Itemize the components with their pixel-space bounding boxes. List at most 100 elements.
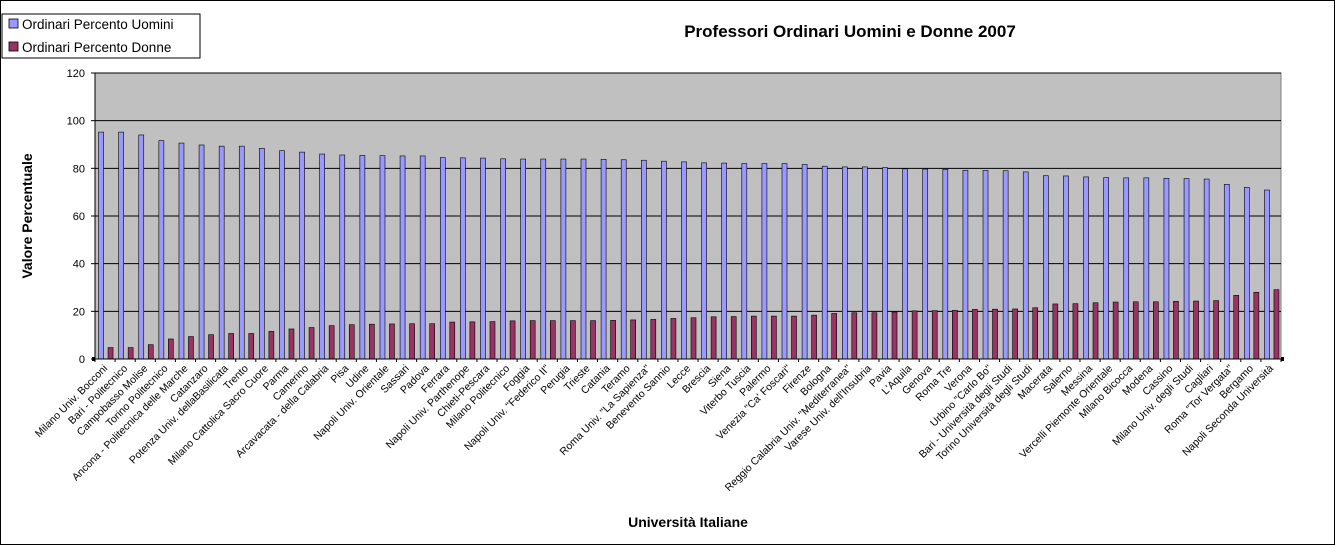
bar-uomini: [460, 157, 466, 360]
bar-uomini: [902, 168, 908, 360]
bar-uomini: [661, 160, 667, 360]
bar-uomini: [821, 165, 828, 360]
bar-uomini: [480, 157, 486, 360]
bar-donne: [972, 309, 978, 360]
bar-donne: [1012, 308, 1018, 360]
bar-donne: [811, 314, 817, 360]
bar-donne: [690, 317, 697, 360]
bar-uomini: [178, 142, 185, 360]
bar-uomini: [922, 168, 929, 360]
legend-swatch-uomini: [8, 18, 19, 29]
bar-donne: [509, 320, 516, 360]
bar-uomini: [299, 151, 305, 360]
legend-label-uomini: Ordinari Percento Uomini: [22, 17, 174, 32]
bar-donne: [590, 320, 596, 360]
bar-uomini: [1143, 177, 1150, 360]
bar-donne: [831, 313, 838, 360]
bar-donne: [1092, 302, 1099, 360]
bar-donne: [771, 315, 777, 360]
bar-uomini: [842, 166, 848, 360]
bar-donne: [389, 323, 395, 360]
y-tick-label: 100: [67, 116, 85, 128]
bar-uomini: [520, 158, 526, 360]
bar-uomini: [721, 162, 728, 360]
bar-donne: [469, 321, 476, 360]
bar-uomini: [1163, 178, 1170, 360]
bar-uomini: [1264, 189, 1270, 360]
y-tick-label: 20: [73, 306, 85, 318]
bar-donne: [1173, 301, 1179, 360]
bar-donne: [710, 316, 717, 360]
bar-uomini: [701, 162, 707, 360]
bar-uomini: [1223, 184, 1230, 360]
bar-uomini: [761, 163, 768, 360]
bar-donne: [188, 336, 194, 360]
legend: Ordinari Percento Uomini Ordinari Percen…: [1, 13, 201, 59]
bar-uomini: [1203, 178, 1210, 360]
bar-donne: [911, 310, 918, 360]
y-tick-label: 60: [73, 211, 85, 223]
y-tick-label: 40: [73, 259, 85, 271]
y-axis-title: Valore Percentuale: [19, 153, 35, 279]
bar-uomini: [580, 158, 587, 360]
axes: [91, 72, 1284, 362]
bar-donne: [168, 338, 174, 360]
axis-end-marker: [92, 357, 95, 361]
bar-uomini: [781, 163, 788, 360]
bar-donne: [328, 325, 335, 360]
bar-donne: [409, 323, 415, 360]
bar-uomini: [279, 150, 285, 360]
bar-donne: [1193, 300, 1199, 360]
bar-donne: [751, 315, 757, 360]
bar-donne: [208, 334, 214, 360]
bar-donne: [268, 331, 275, 360]
bar-donne: [228, 333, 234, 360]
bar-uomini: [681, 161, 687, 360]
bar-donne: [348, 324, 355, 360]
bar-donne: [851, 312, 858, 360]
bar-donne: [952, 310, 958, 360]
bar-donne: [127, 347, 134, 360]
bar-uomini: [1002, 170, 1009, 360]
bar-donne: [1233, 295, 1240, 360]
bar-uomini: [801, 164, 808, 360]
x-axis-title: Università Italiane: [628, 514, 748, 530]
bar-uomini: [982, 170, 989, 360]
legend-label-donne: Ordinari Percento Donne: [22, 40, 171, 55]
y-tick-label: 0: [79, 354, 85, 366]
bar-uomini: [600, 158, 607, 360]
bar-donne: [489, 321, 496, 360]
bar-donne: [1052, 303, 1059, 360]
bar-donne: [670, 318, 677, 360]
bar-donne: [1153, 301, 1159, 360]
bar-uomini: [339, 154, 346, 360]
bar-donne: [549, 320, 556, 360]
bar-donne: [931, 310, 938, 360]
bar-uomini: [1103, 177, 1109, 360]
bar-donne: [529, 320, 536, 360]
bar-donne: [650, 319, 657, 360]
bar-donne: [630, 319, 636, 360]
bar-donne: [610, 320, 616, 360]
y-tick-labels: 0 20 40 60 80 100 120: [67, 68, 85, 366]
bar-donne: [1213, 300, 1219, 360]
bar-uomini: [359, 155, 366, 360]
bar-uomini: [500, 158, 506, 360]
bar-uomini: [439, 157, 446, 360]
bar-donne: [891, 311, 898, 360]
gridlines: [95, 72, 1281, 312]
bar-uomini: [98, 131, 104, 360]
bar-uomini: [198, 144, 205, 360]
bar-donne: [1112, 301, 1119, 360]
bar-uomini: [259, 148, 265, 360]
bar-uomini: [1123, 177, 1130, 360]
bar-uomini: [1063, 175, 1069, 360]
bar-donne: [871, 312, 878, 360]
bar-donne: [730, 316, 737, 360]
bar-donne: [1032, 307, 1039, 360]
bar-donne: [992, 308, 998, 360]
bar-uomini: [1183, 178, 1190, 360]
bar-donne: [369, 323, 375, 360]
